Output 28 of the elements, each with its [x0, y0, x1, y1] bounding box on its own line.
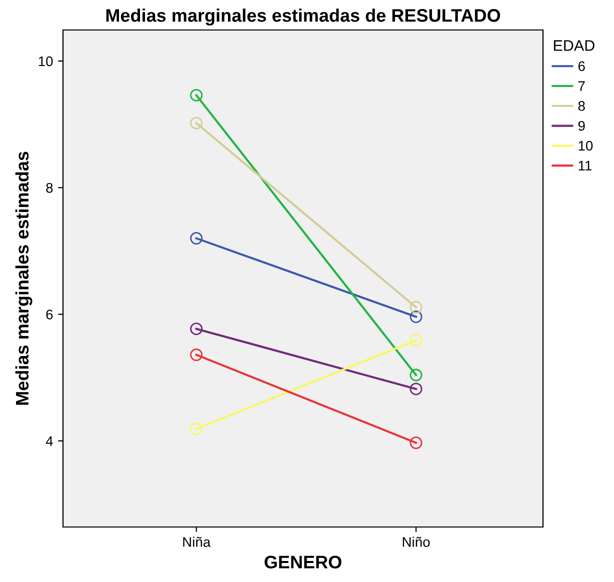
legend-label: 6 — [578, 61, 585, 72]
point — [190, 232, 203, 245]
point — [410, 436, 422, 450]
legend-label: 8 — [578, 101, 585, 111]
y-tick-label: 6 — [46, 310, 53, 320]
point — [190, 88, 203, 102]
y-axis-title: Medias marginales estimadas — [15, 152, 32, 405]
point — [410, 382, 422, 396]
x-tick-label: Niña — [183, 536, 211, 547]
point — [190, 422, 203, 436]
legend-label: 7 — [578, 81, 585, 91]
point — [410, 310, 422, 324]
point — [410, 334, 422, 346]
x-axis-title: GENERO — [264, 556, 342, 568]
legend-label: 9 — [578, 120, 585, 131]
point — [190, 348, 203, 362]
x-tick-label: Niño — [402, 536, 430, 547]
y-tick-label: 10 — [38, 56, 53, 66]
y-tick-label: 8 — [46, 182, 53, 193]
point — [410, 368, 422, 382]
legend-title: EDAD — [554, 40, 594, 51]
chart-title: Medias marginales estimadas de RESULTADO — [106, 8, 500, 26]
point — [190, 322, 203, 336]
point — [410, 301, 422, 314]
point — [190, 116, 203, 130]
legend-label: 10 — [578, 140, 593, 151]
legend-label: 11 — [578, 160, 592, 170]
y-tick-label: 4 — [46, 436, 53, 446]
